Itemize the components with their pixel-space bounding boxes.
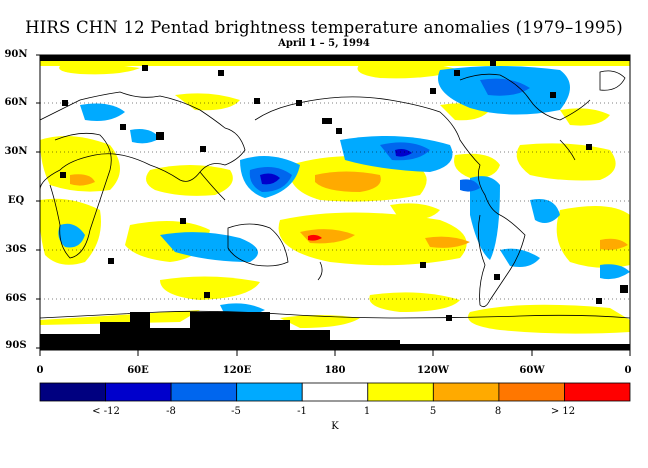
extreme-warm-regions xyxy=(308,234,322,241)
colorbar-swatch xyxy=(367,382,434,402)
colorbar-swatch xyxy=(105,382,172,402)
lat-label-30n: 30N xyxy=(4,146,28,157)
axis-ticks xyxy=(36,54,631,356)
lat-label-60s: 60S xyxy=(5,293,27,304)
lat-label-90n: 90N xyxy=(4,49,28,60)
lon-label-60w: 60W xyxy=(519,365,545,376)
lon-label-120e: 120E xyxy=(222,365,252,376)
colorbar-label: -5 xyxy=(231,406,241,417)
colorbar-swatch xyxy=(564,382,631,402)
lat-label-30s: 30S xyxy=(5,244,27,255)
lon-label-60e: 60E xyxy=(127,365,149,376)
strong-cool-regions xyxy=(249,78,530,192)
colorbar-label: > 12 xyxy=(550,406,576,417)
colorbar-label: 5 xyxy=(429,406,437,417)
coastlines xyxy=(40,70,630,319)
colorbar-swatch xyxy=(498,382,565,402)
strong-warm-regions xyxy=(70,171,628,250)
lon-label-180: 180 xyxy=(324,365,346,376)
map-plot-area xyxy=(40,55,630,350)
lat-label-eq: EQ xyxy=(7,195,25,206)
colorbar-swatch xyxy=(170,382,238,402)
lon-label-120w: 120W xyxy=(416,365,450,376)
colorbar-swatch xyxy=(236,382,303,402)
colorbar-label: -8 xyxy=(166,406,176,417)
colorbar-label: -1 xyxy=(297,406,307,417)
colorbar-label: < -12 xyxy=(92,406,120,417)
map-subtitle: April 1 – 5, 1994 xyxy=(278,38,370,49)
lat-label-60n: 60N xyxy=(4,97,28,108)
lon-label-0-east: 0 xyxy=(624,365,632,376)
colorbar-label: 8 xyxy=(494,406,502,417)
colorbar-swatch xyxy=(39,382,106,402)
colorbar xyxy=(39,382,631,402)
colorbar-swatch xyxy=(432,382,500,402)
extreme-cool-regions xyxy=(260,149,412,185)
lon-label-0: 0 xyxy=(36,365,44,376)
colorbar-unit: K xyxy=(331,421,339,432)
map-title: HIRS CHN 12 Pentad brightness temperatur… xyxy=(25,18,623,37)
colorbar-swatch xyxy=(301,382,369,402)
lat-label-90s: 90S xyxy=(5,340,27,351)
colorbar-label: 1 xyxy=(363,406,371,417)
